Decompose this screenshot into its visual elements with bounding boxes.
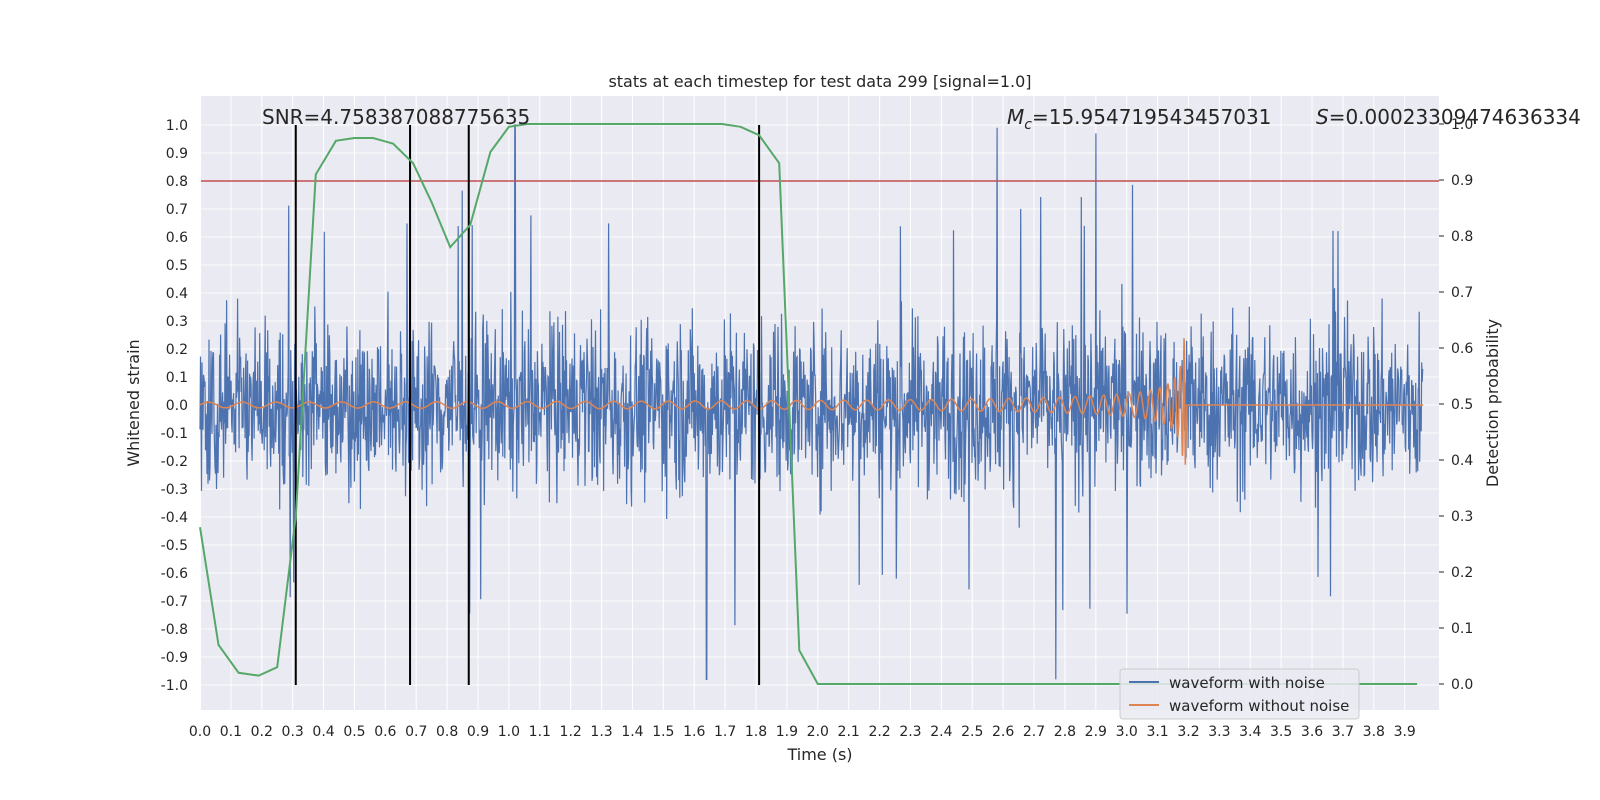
x-tick-label: 2.0 <box>807 724 829 740</box>
x-tick-label: 0.1 <box>220 724 242 740</box>
y2-tick-label: 0.8 <box>1451 229 1473 245</box>
clean-waveform-series <box>199 338 1424 465</box>
y-tick-label: 0.8 <box>166 174 188 190</box>
x-tick-label: 3.2 <box>1177 724 1199 740</box>
y-tick-label: -0.7 <box>161 594 188 610</box>
x-tick-label: 2.1 <box>838 724 860 740</box>
y-tick-label: -1.0 <box>161 678 188 694</box>
x-tick-label: 0.5 <box>343 724 365 740</box>
x-tick-label: 3.7 <box>1332 724 1354 740</box>
legend-box <box>1119 668 1360 720</box>
y-tick-label: -0.2 <box>161 454 188 470</box>
x-tick-label: 1.5 <box>652 724 674 740</box>
x-tick-label: 2.5 <box>961 724 983 740</box>
x-tick-label: 3.9 <box>1394 724 1416 740</box>
y-tick-label: 0.5 <box>166 258 188 274</box>
overlay-lines <box>199 123 1439 685</box>
y-tick-label: 0.6 <box>166 230 188 246</box>
y-tick-label: 0.4 <box>166 286 188 302</box>
y-tick-label: 0.7 <box>166 202 188 218</box>
x-tick-label: 1.8 <box>745 724 767 740</box>
x-tick-label: 3.6 <box>1301 724 1323 740</box>
y-tick-label: 0.1 <box>166 370 188 386</box>
x-tick-label: 0.8 <box>436 724 458 740</box>
y2-tick-label: 0.1 <box>1451 621 1473 637</box>
y2-tick-label: 0.3 <box>1451 509 1473 525</box>
x-tick-label: 2.2 <box>868 724 890 740</box>
x-tick-label: 3.0 <box>1116 724 1138 740</box>
x-tick-label: 3.1 <box>1146 724 1168 740</box>
x-tick-label: 1.7 <box>714 724 736 740</box>
y-tick-label: -0.3 <box>161 482 188 498</box>
y2-tick-label: 0.4 <box>1451 453 1473 469</box>
x-tick-label: 2.9 <box>1085 724 1107 740</box>
y-tick-label: 0.0 <box>166 398 188 414</box>
y-tick-label: -0.6 <box>161 566 188 582</box>
y-tick-label: 0.2 <box>166 342 188 358</box>
y2-tick-label: 0.0 <box>1451 677 1473 693</box>
s-symbol: S <box>1316 105 1329 129</box>
chart-title: stats at each timestep for test data 299… <box>608 72 1031 91</box>
x-tick-label: 1.4 <box>621 724 643 740</box>
y-tick-label: -0.9 <box>161 650 188 666</box>
x-tick-label: 0.4 <box>312 724 334 740</box>
x-tick-label: 0.0 <box>189 724 211 740</box>
x-tick-label: 0.9 <box>467 724 489 740</box>
mc-value: =15.954719543457031 <box>1032 105 1271 129</box>
y2-tick-label: 0.6 <box>1451 341 1473 357</box>
x-tick-label: 3.8 <box>1363 724 1385 740</box>
x-tick-label: 2.3 <box>899 724 921 740</box>
x-tick-label: 0.3 <box>282 724 304 740</box>
x-axis-label: Time (s) <box>786 745 852 764</box>
y2-tick-label: 0.5 <box>1451 397 1473 413</box>
x-tick-label: 0.6 <box>374 724 396 740</box>
y-tick-label: -0.1 <box>161 426 188 442</box>
x-tick-label: 1.0 <box>498 724 520 740</box>
legend: waveform with noise waveform without noi… <box>1119 668 1360 720</box>
y-tick-label: 0.3 <box>166 314 188 330</box>
y-tick-label: 1.0 <box>166 118 188 134</box>
noisy-waveform-line <box>199 124 1424 681</box>
y2-tick-label: 1.0 <box>1451 117 1473 133</box>
y-tick-label: -0.5 <box>161 538 188 554</box>
mc-annotation: Mc=15.954719543457031 <box>1007 105 1271 133</box>
x-tick-label: 3.4 <box>1239 724 1261 740</box>
clean-waveform-line <box>199 338 1424 465</box>
x-tick-label: 3.5 <box>1270 724 1292 740</box>
x-tick-label: 1.2 <box>560 724 582 740</box>
axis-ticks: 0.0 0.1 0.2 0.3 0.4 0.5 0.6 0.7 0.8 0.9 1.0 1.1 1.2 1… <box>161 117 1474 740</box>
x-tick-label: 1.6 <box>683 724 705 740</box>
s-value: =0.00023309474636334 <box>1329 105 1581 129</box>
x-tick-label: 3.3 <box>1208 724 1230 740</box>
x-tick-label: 0.7 <box>405 724 427 740</box>
y2-tick-label: 0.9 <box>1451 173 1473 189</box>
y-tick-label: 0.9 <box>166 146 188 162</box>
noisy-waveform-series <box>199 124 1424 681</box>
s-annotation: S=0.00023309474636334 <box>1316 105 1581 129</box>
x-tick-label: 1.9 <box>776 724 798 740</box>
x-tick-label: 2.4 <box>930 724 952 740</box>
x-tick-label: 1.3 <box>590 724 612 740</box>
x-tick-label: 2.7 <box>1023 724 1045 740</box>
snr-annotation: SNR=4.758387088775635 <box>262 105 530 129</box>
y-tick-label: -0.4 <box>161 510 188 526</box>
x-tick-label: 2.8 <box>1054 724 1076 740</box>
y-tick-label: -0.8 <box>161 622 188 638</box>
x-tick-label: 0.2 <box>251 724 273 740</box>
x-tick-label: 2.6 <box>992 724 1014 740</box>
legend-label-noisy: waveform with noise <box>1169 674 1325 692</box>
x-tick-label: 1.1 <box>529 724 551 740</box>
mc-subscript: c <box>1024 117 1032 133</box>
legend-label-clean: waveform without noise <box>1169 697 1349 715</box>
y-axis-label: Whitened strain <box>124 339 143 466</box>
y2-axis-label: Detection probability <box>1483 319 1502 487</box>
detection-probability-line <box>199 123 1418 685</box>
y2-tick-label: 0.7 <box>1451 285 1473 301</box>
mc-symbol: M <box>1007 105 1024 129</box>
y2-tick-label: 0.2 <box>1451 565 1473 581</box>
